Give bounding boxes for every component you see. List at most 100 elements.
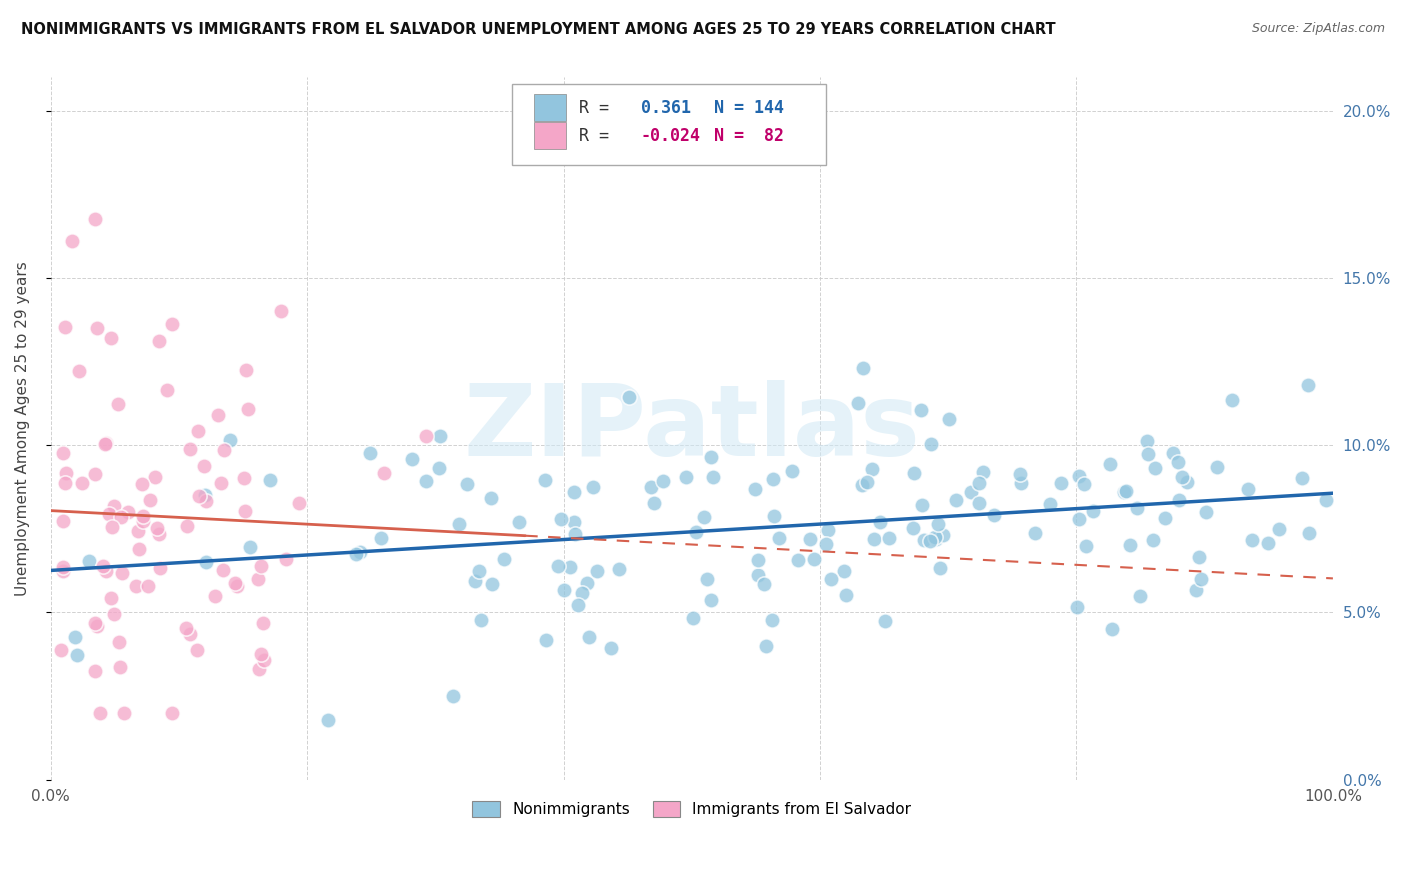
Point bbox=[149, 561, 172, 575]
Point bbox=[259, 473, 281, 487]
Point bbox=[578, 630, 600, 644]
Point bbox=[1144, 460, 1167, 475]
Point bbox=[204, 589, 226, 603]
Point bbox=[747, 568, 769, 582]
Point bbox=[1241, 533, 1264, 547]
Point bbox=[761, 614, 783, 628]
Point bbox=[67, 364, 90, 378]
Point bbox=[53, 476, 76, 491]
Point bbox=[128, 542, 150, 557]
Point bbox=[464, 574, 486, 589]
Point bbox=[103, 607, 125, 621]
Point bbox=[1076, 539, 1098, 553]
Point bbox=[848, 395, 870, 409]
Point bbox=[1112, 485, 1135, 500]
Point bbox=[226, 579, 249, 593]
Point bbox=[1206, 460, 1229, 475]
Point bbox=[127, 524, 149, 539]
Point bbox=[1067, 469, 1090, 483]
Point bbox=[186, 643, 208, 657]
Point bbox=[288, 496, 311, 510]
Point bbox=[187, 424, 209, 438]
Point bbox=[470, 613, 492, 627]
Point bbox=[65, 648, 87, 662]
Point bbox=[481, 577, 503, 591]
Point bbox=[924, 531, 946, 545]
Point bbox=[447, 517, 470, 532]
Point bbox=[787, 552, 810, 566]
Point bbox=[967, 496, 990, 510]
Point bbox=[702, 470, 724, 484]
Point bbox=[762, 508, 785, 523]
Point bbox=[599, 640, 621, 655]
Point bbox=[571, 586, 593, 600]
Point bbox=[224, 576, 246, 591]
Point bbox=[86, 619, 108, 633]
Point bbox=[238, 401, 260, 416]
Point bbox=[820, 572, 842, 586]
Point bbox=[931, 528, 953, 542]
Point bbox=[427, 460, 450, 475]
Point bbox=[179, 626, 201, 640]
Point bbox=[148, 526, 170, 541]
Point bbox=[852, 361, 875, 376]
Point bbox=[927, 517, 949, 532]
Point bbox=[143, 470, 166, 484]
Point bbox=[246, 572, 269, 586]
Point bbox=[1073, 477, 1095, 491]
Point bbox=[86, 320, 108, 334]
Point bbox=[799, 532, 821, 546]
Point bbox=[253, 653, 276, 667]
Point bbox=[193, 459, 215, 474]
Y-axis label: Unemployment Among Ages 25 to 29 years: Unemployment Among Ages 25 to 29 years bbox=[15, 261, 30, 596]
Point bbox=[832, 565, 855, 579]
Point bbox=[1153, 510, 1175, 524]
Point bbox=[928, 561, 950, 575]
Point bbox=[562, 485, 585, 500]
Point bbox=[536, 632, 558, 647]
Point bbox=[925, 532, 948, 546]
Point bbox=[1101, 622, 1123, 636]
Point bbox=[349, 545, 371, 559]
Point bbox=[675, 470, 697, 484]
Point bbox=[700, 450, 723, 464]
Point bbox=[148, 334, 170, 349]
Point bbox=[967, 475, 990, 490]
Point bbox=[1185, 582, 1208, 597]
Point bbox=[1119, 538, 1142, 552]
Point bbox=[1167, 455, 1189, 469]
Point bbox=[51, 643, 73, 657]
Point bbox=[1115, 483, 1137, 498]
Point bbox=[699, 593, 721, 607]
Point bbox=[111, 566, 134, 580]
Point bbox=[1126, 501, 1149, 516]
Point bbox=[1177, 475, 1199, 490]
Point bbox=[607, 562, 630, 576]
Point bbox=[52, 446, 75, 460]
Point bbox=[586, 564, 609, 578]
Point bbox=[945, 493, 967, 508]
Point bbox=[415, 429, 437, 443]
Point bbox=[903, 467, 925, 481]
Point bbox=[110, 509, 132, 524]
Text: N =  82: N = 82 bbox=[714, 127, 783, 145]
Point bbox=[780, 465, 803, 479]
Point bbox=[938, 411, 960, 425]
Point bbox=[211, 563, 233, 577]
Point bbox=[547, 559, 569, 574]
Point bbox=[1237, 483, 1260, 497]
Point bbox=[747, 553, 769, 567]
Point bbox=[1315, 493, 1337, 508]
Bar bbox=[534, 95, 567, 121]
Point bbox=[160, 317, 183, 331]
Point bbox=[401, 451, 423, 466]
Text: ZIPatlas: ZIPatlas bbox=[464, 380, 921, 477]
Point bbox=[875, 614, 897, 628]
Point bbox=[117, 506, 139, 520]
Point bbox=[233, 504, 256, 518]
Point bbox=[77, 554, 100, 568]
Point bbox=[103, 499, 125, 513]
Point bbox=[359, 446, 381, 460]
Point bbox=[188, 489, 211, 503]
Point bbox=[755, 639, 778, 653]
